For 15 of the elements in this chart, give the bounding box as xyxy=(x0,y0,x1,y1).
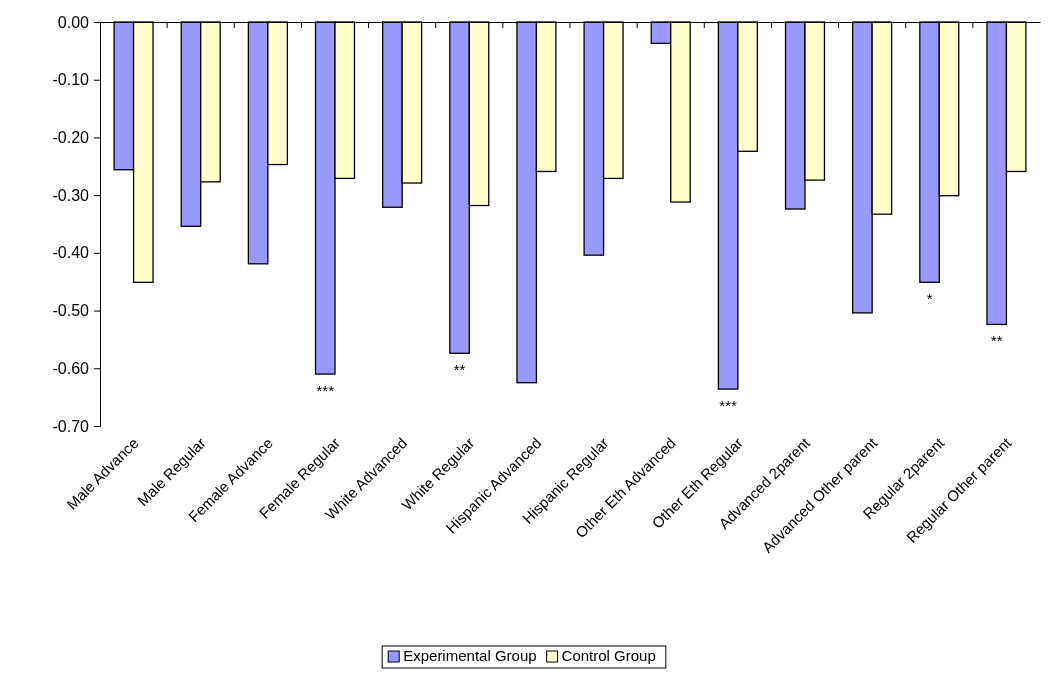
legend-label: Control Group xyxy=(561,647,656,664)
y-tick-label: -0.40 xyxy=(52,244,90,262)
annotation: *** xyxy=(719,397,738,415)
y-tick-label: -0.70 xyxy=(52,417,90,435)
y-tick-label: -0.30 xyxy=(52,186,90,204)
y-tick-label: 0.00 xyxy=(57,13,90,31)
y-tick-label: -0.10 xyxy=(52,71,90,89)
annotation: ** xyxy=(453,361,466,379)
annotation: *** xyxy=(316,382,335,400)
annotation: * xyxy=(926,290,933,308)
annotation: ** xyxy=(990,332,1003,350)
y-tick-label: -0.60 xyxy=(52,359,90,377)
legend-label: Experimental Group xyxy=(403,647,537,664)
y-tick-label: -0.50 xyxy=(52,302,90,320)
y-tick-label: -0.20 xyxy=(52,129,90,147)
